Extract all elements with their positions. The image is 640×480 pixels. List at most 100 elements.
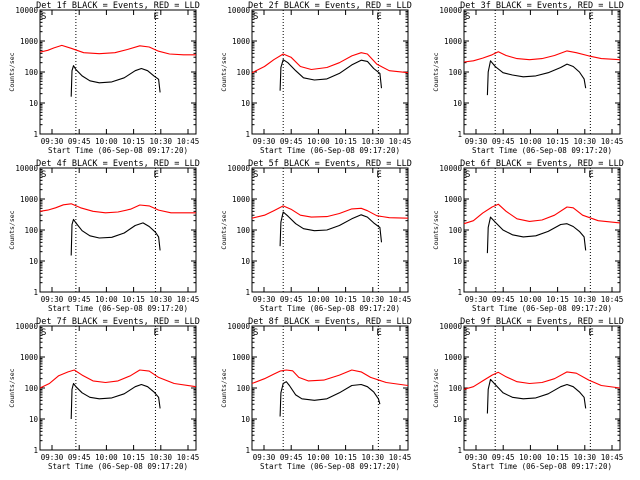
y-tick-label: 100	[236, 68, 250, 77]
x-tick-label: 10:30	[362, 295, 385, 304]
series-events-line	[279, 381, 381, 417]
x-tick-label: 09:30	[41, 295, 64, 304]
x-axis-label: Start Time (06-Sep-08 09:17:20)	[472, 462, 612, 471]
x-tick-label: 10:30	[574, 137, 597, 146]
end-marker: E	[588, 170, 593, 180]
chart-panel-1: Det 1f BLACK = Events, RED = LLD 1 10 100 10…	[8, 1, 200, 155]
x-axis-label: Start Time (06-Sep-08 09:17:20)	[260, 304, 400, 313]
y-tick-label: 10000	[15, 322, 38, 331]
x-tick-label: 09:45	[68, 453, 91, 462]
x-tick-label: 10:30	[362, 453, 385, 462]
y-tick-label: 100	[236, 226, 250, 235]
x-tick-label: 09:45	[280, 295, 303, 304]
plot-frame	[39, 167, 197, 293]
y-tick-label: 1000	[444, 353, 463, 362]
start-marker: S	[465, 170, 470, 180]
x-tick-label: 10:45	[389, 453, 412, 462]
x-axis-label: Start Time (06-Sep-08 09:17:20)	[48, 304, 188, 313]
y-tick-label: 10	[241, 415, 251, 424]
end-marker: E	[376, 12, 381, 22]
x-tick-label: 09:30	[253, 295, 276, 304]
series-lld-line	[39, 203, 196, 214]
end-marker: E	[588, 328, 593, 338]
end-marker: E	[153, 170, 158, 180]
y-tick-label: 1000	[444, 37, 463, 46]
plot-frame	[251, 325, 409, 451]
x-tick-label: 10:00	[307, 295, 330, 304]
series-lld-line	[39, 369, 197, 389]
chart-title: Det 4f BLACK = Events, RED = LLD	[36, 159, 200, 169]
chart-title: Det 8f BLACK = Events, RED = LLD	[248, 317, 412, 327]
end-marker: E	[588, 12, 593, 22]
chart-panel-6: Det 6f BLACK = Events, RED = LLD 1 10 100 10…	[432, 159, 624, 313]
plot-frame	[39, 325, 197, 451]
plot-frame	[39, 9, 197, 135]
start-marker: S	[253, 170, 258, 180]
y-tick-label: 10	[453, 257, 463, 266]
x-tick-label: 10:15	[546, 453, 569, 462]
x-tick-label: 10:15	[122, 295, 145, 304]
series-events-line	[70, 218, 161, 256]
start-marker: S	[253, 328, 258, 338]
end-marker: E	[153, 12, 158, 22]
y-axis-label: Counts/sec	[432, 210, 440, 249]
x-tick-label: 09:30	[465, 295, 488, 304]
x-axis-label: Start Time (06-Sep-08 09:17:20)	[48, 146, 188, 155]
x-tick-label: 10:45	[601, 295, 624, 304]
y-tick-label: 1000	[232, 195, 251, 204]
x-tick-label: 10:30	[150, 453, 173, 462]
end-marker: E	[153, 328, 158, 338]
start-marker: S	[41, 328, 46, 338]
chart-title: Det 6f BLACK = Events, RED = LLD	[460, 159, 624, 169]
series-lld-line	[463, 371, 621, 390]
x-axis-label: Start Time (06-Sep-08 09:17:20)	[260, 146, 400, 155]
plot-frame	[251, 9, 409, 135]
x-tick-label: 09:30	[253, 137, 276, 146]
x-tick-label: 09:45	[68, 137, 91, 146]
y-tick-label: 1	[33, 446, 38, 455]
y-axis-label: Counts/sec	[220, 52, 228, 91]
x-tick-label: 09:45	[492, 137, 515, 146]
x-tick-label: 09:30	[465, 137, 488, 146]
x-axis-label: Start Time (06-Sep-08 09:17:20)	[48, 462, 188, 471]
x-tick-label: 10:00	[307, 137, 330, 146]
x-tick-label: 10:15	[122, 453, 145, 462]
y-tick-label: 10	[29, 257, 39, 266]
y-tick-label: 10	[453, 415, 463, 424]
end-marker: E	[376, 328, 381, 338]
x-tick-label: 10:15	[546, 295, 569, 304]
y-tick-label: 100	[448, 226, 462, 235]
x-tick-label: 09:30	[41, 453, 64, 462]
x-tick-label: 10:30	[150, 137, 173, 146]
x-tick-label: 10:00	[95, 137, 118, 146]
y-tick-label: 10	[29, 415, 39, 424]
plot-frame	[463, 167, 621, 293]
y-tick-label: 10000	[439, 6, 462, 15]
y-tick-label: 100	[236, 384, 250, 393]
x-tick-label: 10:45	[177, 453, 200, 462]
chart-panel-2: Det 2f BLACK = Events, RED = LLD 1 10 100 10…	[220, 1, 412, 155]
y-tick-label: 100	[24, 68, 38, 77]
series-events-line	[486, 216, 587, 254]
x-axis-label: Start Time (06-Sep-08 09:17:20)	[260, 462, 400, 471]
x-tick-label: 10:45	[177, 295, 200, 304]
series-events-line	[70, 382, 161, 420]
x-tick-label: 10:15	[334, 295, 357, 304]
series-lld-line	[251, 369, 409, 387]
x-tick-label: 10:45	[601, 453, 624, 462]
x-axis-label: Start Time (06-Sep-08 09:17:20)	[472, 304, 612, 313]
y-tick-label: 10000	[15, 164, 38, 173]
y-tick-label: 1	[33, 130, 38, 139]
chart-panel-4: Det 4f BLACK = Events, RED = LLD 1 10 100 10…	[8, 159, 200, 313]
x-axis-label: Start Time (06-Sep-08 09:17:20)	[472, 146, 612, 155]
y-axis-label: Counts/sec	[8, 210, 16, 249]
y-tick-label: 10	[241, 257, 251, 266]
chart-panel-7: Det 7f BLACK = Events, RED = LLD 1 10 100 10…	[8, 317, 200, 471]
x-tick-label: 09:45	[280, 137, 303, 146]
y-tick-label: 1	[245, 288, 250, 297]
x-tick-label: 10:45	[177, 137, 200, 146]
y-tick-label: 10000	[439, 164, 462, 173]
x-tick-label: 10:15	[546, 137, 569, 146]
x-tick-label: 10:45	[601, 137, 624, 146]
chart-panel-9: Det 9f BLACK = Events, RED = LLD 1 10 100 10…	[432, 317, 624, 471]
